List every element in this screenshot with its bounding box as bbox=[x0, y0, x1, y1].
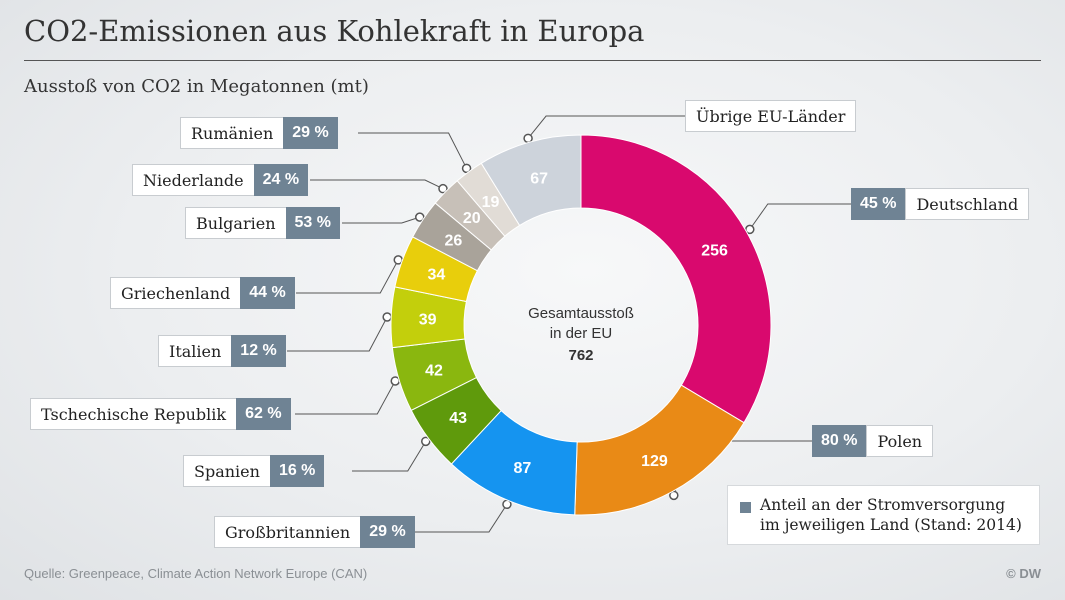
country-name: Polen bbox=[866, 425, 934, 457]
leader-line bbox=[287, 316, 388, 352]
label-grossbritannien: Großbritannien 29 % bbox=[214, 516, 415, 548]
slice-value-label: 67 bbox=[530, 170, 548, 187]
country-name: Niederlande bbox=[132, 164, 254, 196]
slice-value-label: 256 bbox=[701, 242, 728, 259]
country-name: Griechenland bbox=[110, 277, 241, 309]
slice-value-label: 34 bbox=[428, 266, 446, 283]
credit: © DW bbox=[1006, 566, 1041, 581]
country-name: Rumänien bbox=[180, 117, 284, 149]
share-badge: 29 % bbox=[360, 516, 415, 548]
leader-dot bbox=[382, 312, 392, 322]
source-note: Quelle: Greenpeace, Climate Action Netwo… bbox=[24, 566, 368, 581]
country-name: Bulgarien bbox=[185, 207, 286, 239]
chart-title: CO2-Emissionen aus Kohlekraft in Europa bbox=[24, 14, 645, 48]
slice-value-label: 39 bbox=[419, 312, 437, 329]
legend-swatch bbox=[740, 502, 751, 513]
share-badge: 45 % bbox=[851, 188, 906, 220]
slice-value-label: 87 bbox=[514, 460, 532, 477]
label-uebrige-eu-laender: Übrige EU-Länder bbox=[685, 100, 857, 132]
center-label-line2: in der EU bbox=[550, 325, 613, 342]
leader-line bbox=[358, 132, 468, 169]
leader-line bbox=[527, 115, 685, 139]
chart-subtitle: Ausstoß von CO2 in Megatonnen (mt) bbox=[24, 76, 369, 97]
leader-dot bbox=[461, 163, 472, 174]
slice-value-label: 43 bbox=[449, 410, 467, 427]
center-label-line1: Gesamtausstoß bbox=[528, 305, 634, 322]
label-tschechische-republik: Tschechische Republik 62 % bbox=[30, 398, 291, 430]
leader-dot bbox=[745, 224, 755, 235]
leader-line bbox=[295, 380, 396, 415]
leader-line bbox=[342, 216, 420, 224]
leader-line bbox=[352, 441, 427, 472]
label-rumaenien: Rumänien 29 % bbox=[180, 117, 338, 149]
country-name: Großbritannien bbox=[214, 516, 361, 548]
share-badge: 53 % bbox=[285, 207, 340, 239]
label-spanien: Spanien 16 % bbox=[183, 455, 325, 487]
title-rule bbox=[24, 60, 1041, 61]
label-italien: Italien 12 % bbox=[158, 335, 286, 367]
slice-deutschland bbox=[580, 134, 772, 424]
share-badge: 29 % bbox=[283, 117, 338, 149]
label-niederlande: Niederlande 24 % bbox=[132, 164, 309, 196]
label-bulgarien: Bulgarien 53 % bbox=[185, 207, 340, 239]
country-name: Übrige EU-Länder bbox=[685, 100, 857, 132]
slice-übrige-eu-länder bbox=[480, 134, 582, 227]
slice-value-label: 129 bbox=[641, 453, 668, 470]
leader-line bbox=[413, 504, 508, 533]
share-badge: 62 % bbox=[236, 398, 291, 430]
center-total: 762 bbox=[568, 347, 593, 364]
leader-line bbox=[310, 179, 444, 190]
slice-value-label: 26 bbox=[445, 233, 463, 250]
leader-line bbox=[296, 259, 399, 294]
share-badge: 12 % bbox=[231, 335, 286, 367]
country-name: Deutschland bbox=[905, 188, 1030, 220]
leader-dot bbox=[421, 436, 431, 447]
legend-text: Anteil an der Stromversorgung im jeweili… bbox=[760, 496, 1022, 534]
slice-value-label: 42 bbox=[425, 362, 443, 379]
country-name: Spanien bbox=[183, 455, 270, 487]
share-badge: 24 % bbox=[253, 164, 309, 196]
label-griechenland: Griechenland 44 % bbox=[110, 277, 295, 309]
label-polen: 80 % Polen bbox=[812, 425, 934, 457]
share-badge: 16 % bbox=[269, 455, 325, 487]
country-name: Tschechische Republik bbox=[30, 398, 237, 430]
donut-slices bbox=[390, 134, 772, 516]
country-name: Italien bbox=[158, 335, 232, 367]
slice-value-label: 20 bbox=[463, 210, 481, 227]
leader-dot bbox=[415, 212, 425, 222]
legend: Anteil an der Stromversorgung im jeweili… bbox=[727, 485, 1040, 545]
label-deutschland: 45 % Deutschland bbox=[851, 188, 1030, 220]
leader-dot bbox=[438, 183, 448, 194]
slice-value-label: 19 bbox=[482, 194, 500, 211]
share-badge: 44 % bbox=[240, 277, 295, 309]
leader-line bbox=[749, 203, 851, 230]
share-badge: 80 % bbox=[812, 425, 867, 457]
